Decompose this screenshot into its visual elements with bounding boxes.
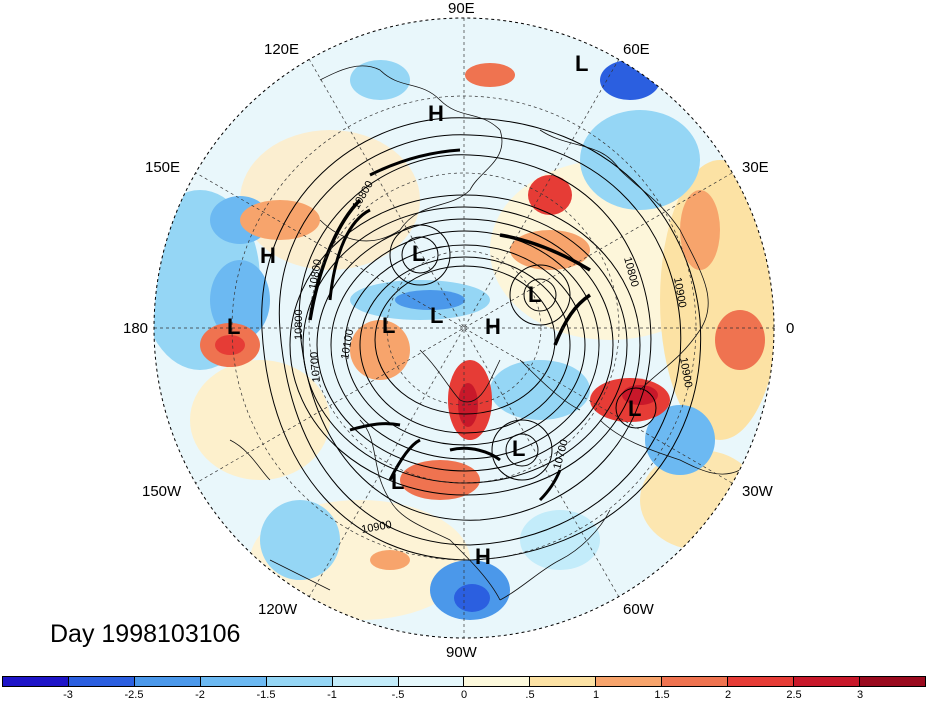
- colorbar-segment: [68, 677, 135, 686]
- colorbar-segment: [134, 677, 201, 686]
- colorbar-tick-label: 1: [592, 689, 600, 701]
- coastlines: [229, 65, 741, 601]
- contour-label: 10900: [360, 519, 392, 536]
- lon-label-90w: 90W: [446, 644, 477, 661]
- colorbar-tick-label: 1.5: [654, 689, 670, 701]
- lon-label-150e: 150E: [145, 159, 181, 176]
- lon-label-30e: 30E: [742, 159, 769, 176]
- contour-label: 10700: [308, 351, 323, 383]
- lon-label-150w: 150W: [142, 483, 182, 500]
- colorbar-tick-label: -3: [63, 689, 73, 701]
- colorbar-segment: [464, 677, 531, 686]
- colorbar-tick-label: -1: [327, 689, 337, 701]
- colorbar-tick-label: -1.5: [256, 689, 276, 701]
- colorbar-tick-label: 2: [724, 689, 732, 701]
- low-center-marker: L: [391, 469, 405, 494]
- colorbar-segment: [530, 677, 597, 686]
- colorbar-tick-label: 2.5: [786, 689, 802, 701]
- height-contours: [261, 117, 702, 561]
- lon-label-60e: 60E: [623, 41, 650, 58]
- colorbar-segment: [662, 677, 729, 686]
- map-boundary: [153, 17, 775, 639]
- anomaly-shading: [154, 18, 774, 638]
- low-center-marker: L: [430, 303, 444, 328]
- lon-label-120w: 120W: [258, 601, 298, 618]
- low-center-marker: L: [227, 314, 241, 339]
- contour-label: 10900: [677, 356, 694, 388]
- colorbar-tick-labels: -3 -2.5 -2 -1.5 -1 -.5 0 .5 1 1.5 2 2.5 3: [2, 689, 926, 702]
- colorbar-tick-label: -.5: [391, 689, 405, 701]
- contour-label: 10800: [307, 258, 324, 290]
- lon-label-30w: 30W: [742, 483, 773, 500]
- polar-stereographic-map: 10800 10800 10800 10800 10900 10900 1070…: [153, 17, 775, 639]
- colorbar-segment: [728, 677, 795, 686]
- colorbar-segment: [266, 677, 333, 686]
- colorbar-segment: [794, 677, 860, 686]
- high-center-marker: H: [428, 101, 444, 126]
- colorbar-tick-label: -2: [195, 689, 205, 701]
- colorbar-tick-label: .5: [525, 689, 535, 701]
- contour-label-group: 10800 10800 10800 10800 10900 10900 1070…: [293, 179, 694, 536]
- colorbar-segment: [859, 677, 925, 686]
- colorbar-tick-label: -2.5: [124, 689, 144, 701]
- colorbar-segment: [398, 677, 465, 686]
- colorbar-segment: [596, 677, 663, 686]
- colorbar-segment: [200, 677, 267, 686]
- lon-label-90e: 90E: [448, 0, 475, 17]
- contour-label: 10100: [339, 328, 356, 360]
- day-label: Day 1998103106: [50, 620, 241, 648]
- low-center-marker: L: [628, 396, 642, 421]
- colorbar-tick-label: 0: [460, 689, 468, 701]
- low-center-marker: L: [528, 282, 542, 307]
- lat-lon-grid: [154, 18, 774, 638]
- lon-label-180: 180: [123, 320, 149, 337]
- colorbar-segment: [3, 677, 69, 686]
- high-center-marker: H: [485, 314, 501, 339]
- colorbar: [2, 676, 926, 687]
- high-center-marker: H: [260, 243, 276, 268]
- colorbar-tick-label: 3: [856, 689, 864, 701]
- high-center-marker: H: [475, 544, 491, 569]
- lon-label-60w: 60W: [623, 601, 654, 618]
- contour-label: 10800: [293, 309, 305, 340]
- low-center-marker: L: [512, 436, 526, 461]
- lon-label-0: 0: [786, 320, 795, 337]
- low-center-marker: L: [382, 313, 396, 338]
- contour-label: 10900: [671, 276, 688, 308]
- low-center-marker: L: [412, 241, 426, 266]
- lon-label-120e: 120E: [264, 41, 300, 58]
- low-center-marker: L: [575, 51, 589, 76]
- colorbar-segment: [332, 677, 399, 686]
